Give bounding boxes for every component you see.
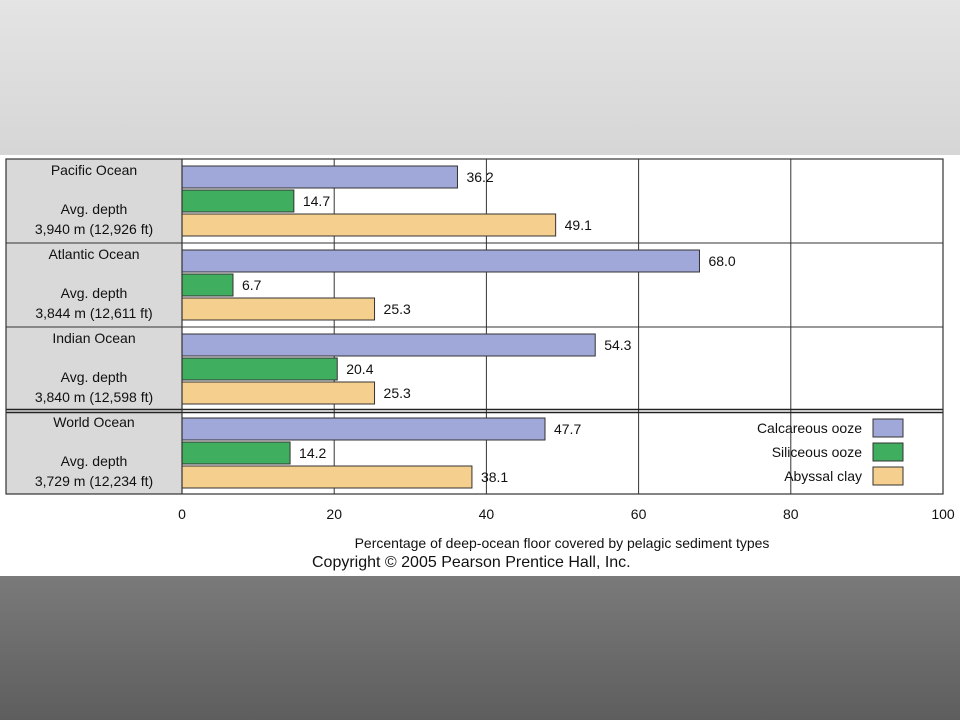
bar-value-label: 6.7 [242, 277, 262, 293]
legend-label: Siliceous ooze [772, 444, 862, 460]
bar-value-label: 14.7 [303, 193, 330, 209]
category-depth-label: Avg. depth [61, 285, 128, 301]
x-tick-label: 0 [178, 506, 186, 522]
top-background-band [0, 0, 960, 155]
category-depth-label: Avg. depth [61, 453, 128, 469]
bar-abyssal-clay [181, 465, 473, 489]
chart-frame [5, 158, 944, 495]
bar-chart: 36.2 14.7 49.1 68.0 6.7 25.3 54.3 20.4 25.3 47.7 1… [5, 158, 955, 551]
legend-label: Calcareous ooze [757, 420, 862, 436]
bar-siliceous-ooze [181, 357, 338, 381]
bar-siliceous-ooze [181, 189, 295, 213]
bar-value-label: 14.2 [299, 445, 326, 461]
category-name: World Ocean [53, 414, 134, 430]
bar-calcareous-ooze [181, 417, 546, 441]
legend-swatch [872, 466, 904, 486]
bar-value-label: 25.3 [384, 385, 411, 401]
bar-calcareous-ooze [181, 165, 458, 189]
bar-value-label: 25.3 [384, 301, 411, 317]
bar-calcareous-ooze [181, 249, 700, 273]
category-depth-value: 3,940 m (12,926 ft) [35, 221, 153, 237]
bar-value-label: 54.3 [604, 337, 631, 353]
x-tick-label: 40 [479, 506, 495, 522]
x-tick-label: 80 [783, 506, 799, 522]
bar-abyssal-clay [181, 213, 557, 237]
category-depth-label: Avg. depth [61, 201, 128, 217]
legend-swatch [872, 418, 904, 438]
copyright-text: Copyright © 2005 Pearson Prentice Hall, … [312, 554, 631, 571]
bar-abyssal-clay [181, 297, 376, 321]
bar-value-label: 49.1 [565, 217, 592, 233]
category-depth-value: 3,840 m (12,598 ft) [35, 389, 153, 405]
bottom-background-band [0, 576, 960, 720]
bar-value-label: 36.2 [466, 169, 493, 185]
bar-calcareous-ooze [181, 333, 596, 357]
bar-value-label: 68.0 [708, 253, 735, 269]
category-name: Pacific Ocean [51, 162, 137, 178]
bar-value-label: 20.4 [346, 361, 373, 377]
x-tick-label: 20 [326, 506, 342, 522]
category-depth-label: Avg. depth [61, 369, 128, 385]
bar-value-label: 38.1 [481, 469, 508, 485]
bar-siliceous-ooze [181, 441, 291, 465]
category-depth-value: 3,844 m (12,611 ft) [35, 305, 152, 321]
bar-siliceous-ooze [181, 273, 234, 297]
category-name: Atlantic Ocean [48, 246, 139, 262]
x-tick-label: 100 [931, 506, 955, 522]
bar-value-label: 47.7 [554, 421, 581, 437]
x-axis-label: Percentage of deep-ocean floor covered b… [355, 535, 770, 551]
legend-swatch [872, 442, 904, 462]
legend-label: Abyssal clay [784, 468, 862, 484]
x-tick-label: 60 [631, 506, 647, 522]
category-name: Indian Ocean [52, 330, 135, 346]
bar-abyssal-clay [181, 381, 376, 405]
category-depth-value: 3,729 m (12,234 ft) [35, 473, 153, 489]
